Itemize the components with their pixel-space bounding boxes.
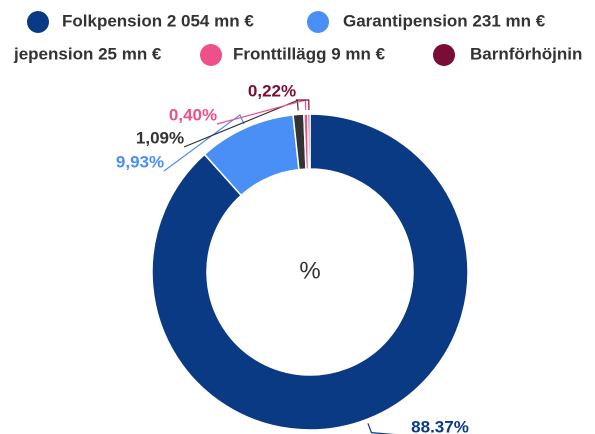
leader-line	[163, 113, 245, 172]
data-label: 0,40%	[169, 105, 217, 124]
legend-swatch	[27, 11, 49, 33]
legend-swatch	[200, 44, 222, 66]
donut-slice	[307, 113, 311, 170]
data-label: 88.37%	[411, 417, 469, 434]
leader-line	[367, 423, 396, 434]
legend-label: jepension 25 mn €	[13, 44, 162, 63]
data-label: 0,22%	[248, 81, 296, 100]
legend-swatch	[433, 44, 455, 66]
legend-label: Fronttillägg 9 mn €	[233, 44, 386, 63]
leader-line	[295, 99, 310, 111]
center-label: %	[299, 257, 320, 284]
legend-label: Garantipension 231 mn €	[343, 11, 546, 30]
legend-label: Folkpension 2 054 mn €	[62, 11, 254, 30]
donut-slice	[151, 113, 469, 431]
data-label: 1,09%	[136, 128, 184, 147]
legend-swatch	[307, 11, 329, 33]
legend-label: Barnförhöjnin	[470, 44, 582, 63]
data-label: 9,93%	[116, 152, 164, 171]
